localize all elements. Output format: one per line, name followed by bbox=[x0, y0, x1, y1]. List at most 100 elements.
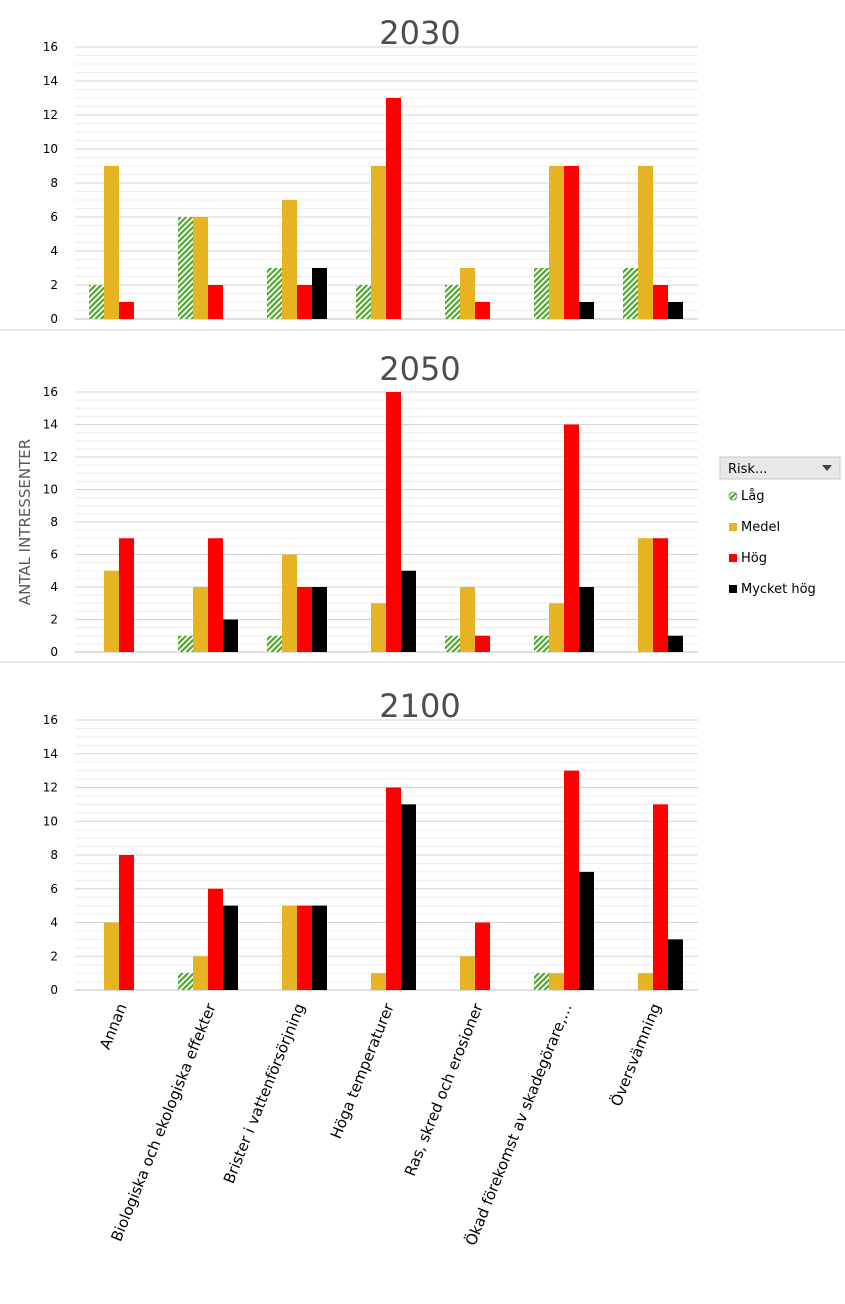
x-tick-label: Höga temperaturer bbox=[327, 1000, 398, 1141]
legend-header[interactable] bbox=[719, 456, 841, 480]
legend-label: Medel bbox=[741, 520, 780, 535]
bar-2050-hög bbox=[297, 587, 312, 652]
bar-2050-mycket-hög bbox=[401, 570, 416, 652]
bar-2100-hög bbox=[564, 770, 579, 990]
legend-item-medel[interactable]: Medel bbox=[729, 520, 780, 535]
legend-title: Risk... bbox=[728, 462, 767, 477]
bar-2100-mycket-hög bbox=[668, 939, 683, 990]
y-axis-label: ANTAL INTRESSENTER bbox=[16, 439, 34, 605]
bar-2030-medel bbox=[549, 166, 564, 319]
bar-2100-låg bbox=[178, 973, 193, 990]
bar-2050-låg bbox=[267, 635, 282, 652]
panel-title: 2100 bbox=[379, 687, 460, 725]
bar-2050-låg bbox=[445, 635, 460, 652]
bar-2050-hög bbox=[386, 392, 401, 652]
bar-2030-låg bbox=[267, 268, 282, 319]
y-tick-label: 4 bbox=[50, 244, 58, 258]
bar-2100-låg bbox=[534, 973, 549, 990]
y-tick-label: 2 bbox=[50, 278, 58, 292]
bar-2050-medel bbox=[460, 587, 475, 652]
bar-2050-medel bbox=[193, 587, 208, 652]
y-tick-label: 12 bbox=[43, 108, 58, 122]
bar-2050-låg bbox=[178, 635, 193, 652]
y-tick-label: 4 bbox=[50, 580, 58, 594]
bar-2050-låg bbox=[534, 635, 549, 652]
y-tick-label: 8 bbox=[50, 176, 58, 190]
y-tick-label: 6 bbox=[50, 882, 58, 896]
dropdown-arrow-icon[interactable] bbox=[822, 465, 832, 471]
legend-item-hög[interactable]: Hög bbox=[729, 551, 767, 566]
bar-2030-låg bbox=[445, 285, 460, 319]
y-tick-label: 6 bbox=[50, 210, 58, 224]
bar-2100-hög bbox=[386, 787, 401, 990]
bar-2030-hög bbox=[297, 285, 312, 319]
legend-item-mycket-hög[interactable]: Mycket hög bbox=[729, 582, 816, 597]
x-tick-label: Översvämning bbox=[606, 1000, 665, 1108]
x-tick-label: Annan bbox=[96, 1001, 131, 1052]
bar-2100-hög bbox=[297, 905, 312, 990]
bar-2100-mycket-hög bbox=[223, 905, 238, 990]
y-tick-label: 16 bbox=[43, 713, 58, 727]
bar-2030-hög bbox=[653, 285, 668, 319]
bar-2100-mycket-hög bbox=[401, 804, 416, 990]
bar-2050-hög bbox=[653, 538, 668, 652]
bar-2030-medel bbox=[371, 166, 386, 319]
x-tick-label: Brister i vattenförsörjning bbox=[220, 1001, 309, 1186]
y-tick-label: 0 bbox=[50, 312, 58, 326]
y-tick-label: 4 bbox=[50, 916, 58, 930]
bar-2030-medel bbox=[104, 166, 119, 319]
y-tick-label: 8 bbox=[50, 515, 58, 529]
y-tick-label: 12 bbox=[43, 450, 58, 464]
legend[interactable]: Risk... Låg Medel Hög Mycket hög bbox=[719, 456, 841, 597]
bar-2030-medel bbox=[282, 200, 297, 319]
bar-2100-medel bbox=[460, 956, 475, 990]
legend-label: Låg bbox=[741, 489, 764, 504]
legend-swatch bbox=[729, 585, 737, 593]
bar-2030-medel bbox=[193, 217, 208, 319]
y-tick-label: 10 bbox=[43, 142, 58, 156]
bar-2050-hög bbox=[119, 538, 134, 652]
y-tick-label: 10 bbox=[43, 483, 58, 497]
y-tick-label: 2 bbox=[50, 613, 58, 627]
bar-2050-hög bbox=[564, 424, 579, 652]
bar-2030-medel bbox=[638, 166, 653, 319]
bar-2050-medel bbox=[282, 554, 297, 652]
bar-2030-hög bbox=[564, 166, 579, 319]
bar-2050-hög bbox=[475, 635, 490, 652]
bar-2100-medel bbox=[638, 973, 653, 990]
y-tick-label: 12 bbox=[43, 781, 58, 795]
bar-2050-hög bbox=[208, 538, 223, 652]
bar-2100-medel bbox=[193, 956, 208, 990]
bar-2030-låg bbox=[623, 268, 638, 319]
y-tick-label: 10 bbox=[43, 814, 58, 828]
bar-2100-medel bbox=[549, 973, 564, 990]
bar-2100-hög bbox=[119, 855, 134, 990]
bar-2100-hög bbox=[475, 922, 490, 990]
legend-item-låg[interactable]: Låg bbox=[728, 489, 764, 504]
y-tick-label: 14 bbox=[43, 418, 58, 432]
bar-2100-hög bbox=[653, 804, 668, 990]
bar-2030-mycket-hög bbox=[579, 302, 594, 319]
bar-2030-medel bbox=[460, 268, 475, 319]
bar-2030-låg bbox=[89, 285, 104, 319]
y-tick-label: 16 bbox=[43, 385, 58, 399]
panel-2050: 0 2 4 6 8 10 12 14 16 2050 bbox=[43, 350, 698, 659]
y-tick-label: 0 bbox=[50, 983, 58, 997]
bar-2050-medel bbox=[104, 570, 119, 652]
legend-label: Mycket hög bbox=[741, 582, 816, 597]
legend-swatch bbox=[729, 523, 737, 531]
bar-2100-mycket-hög bbox=[579, 871, 594, 990]
bar-2030-hög bbox=[386, 98, 401, 319]
bar-2030-mycket-hög bbox=[668, 302, 683, 319]
bar-2030-låg bbox=[178, 217, 193, 319]
bar-2050-mycket-hög bbox=[579, 587, 594, 652]
bar-2050-medel bbox=[371, 603, 386, 652]
panel-title: 2030 bbox=[379, 14, 460, 52]
bar-2030-låg bbox=[356, 285, 371, 319]
panel-2030: 0 2 4 6 8 10 12 14 16 2030 bbox=[43, 14, 698, 326]
bar-2030-låg bbox=[534, 268, 549, 319]
bar-2100-mycket-hög bbox=[312, 905, 327, 990]
bar-2050-mycket-hög bbox=[668, 635, 683, 652]
y-tick-label: 14 bbox=[43, 747, 58, 761]
